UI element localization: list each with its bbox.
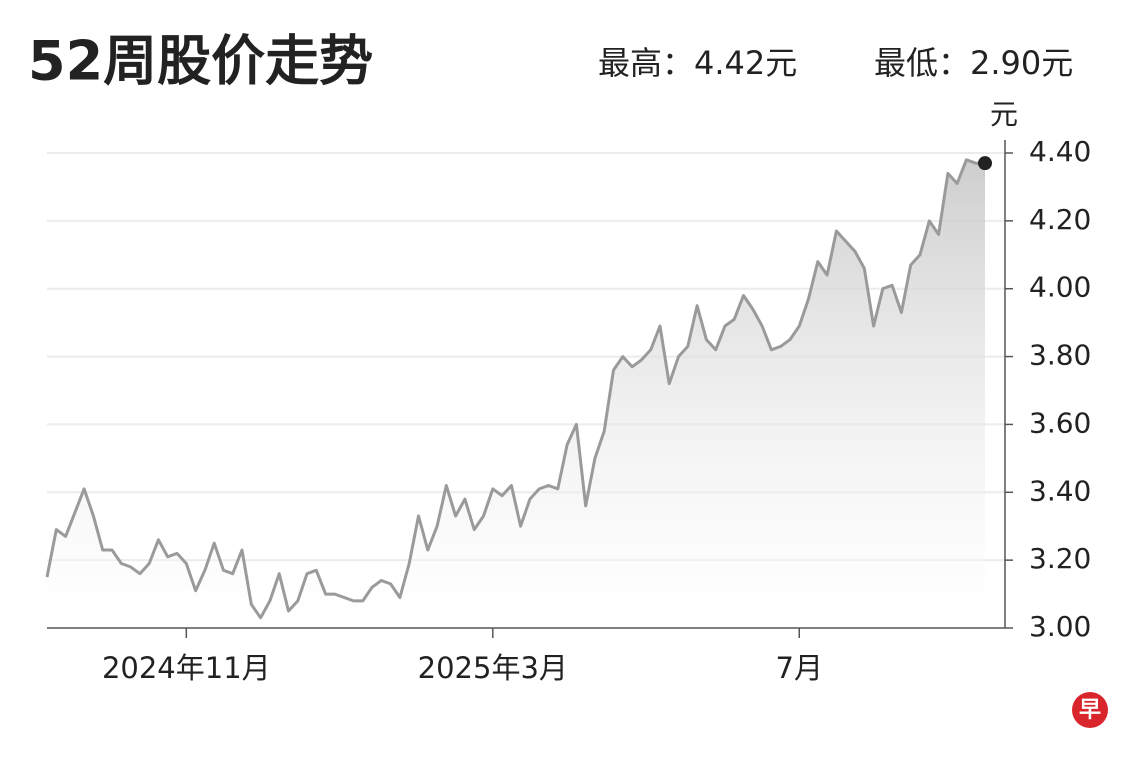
line bbox=[45, 158, 985, 620]
end-point bbox=[978, 156, 992, 171]
y-tick-label: 3.80 bbox=[1029, 339, 1091, 372]
x-tick-label: 2025年3月 bbox=[418, 651, 568, 685]
y-tick-label: 4.00 bbox=[1029, 271, 1091, 304]
x-tick-label: 2024年11月 bbox=[102, 651, 271, 685]
annotation: 最低：2.90元 bbox=[874, 44, 1073, 82]
y-tick-label: 3.00 bbox=[1029, 610, 1091, 643]
logo-badge bbox=[1072, 692, 1108, 728]
y-tick-label: 3.60 bbox=[1029, 406, 1091, 439]
y-tick-label: 3.40 bbox=[1029, 474, 1091, 507]
y-tick-label: 3.20 bbox=[1029, 542, 1091, 575]
logo: 早 bbox=[1079, 698, 1101, 723]
y-unit: 元 bbox=[990, 98, 1018, 131]
x-tick-label: 7月 bbox=[776, 651, 823, 685]
area bbox=[47, 159, 985, 629]
annotation: 最高：4.42元 bbox=[598, 44, 797, 82]
y-tick-label: 4.20 bbox=[1029, 203, 1091, 236]
chart-title: 52周股价走势 bbox=[28, 30, 373, 93]
y-tick-label: 4.40 bbox=[1029, 135, 1091, 168]
